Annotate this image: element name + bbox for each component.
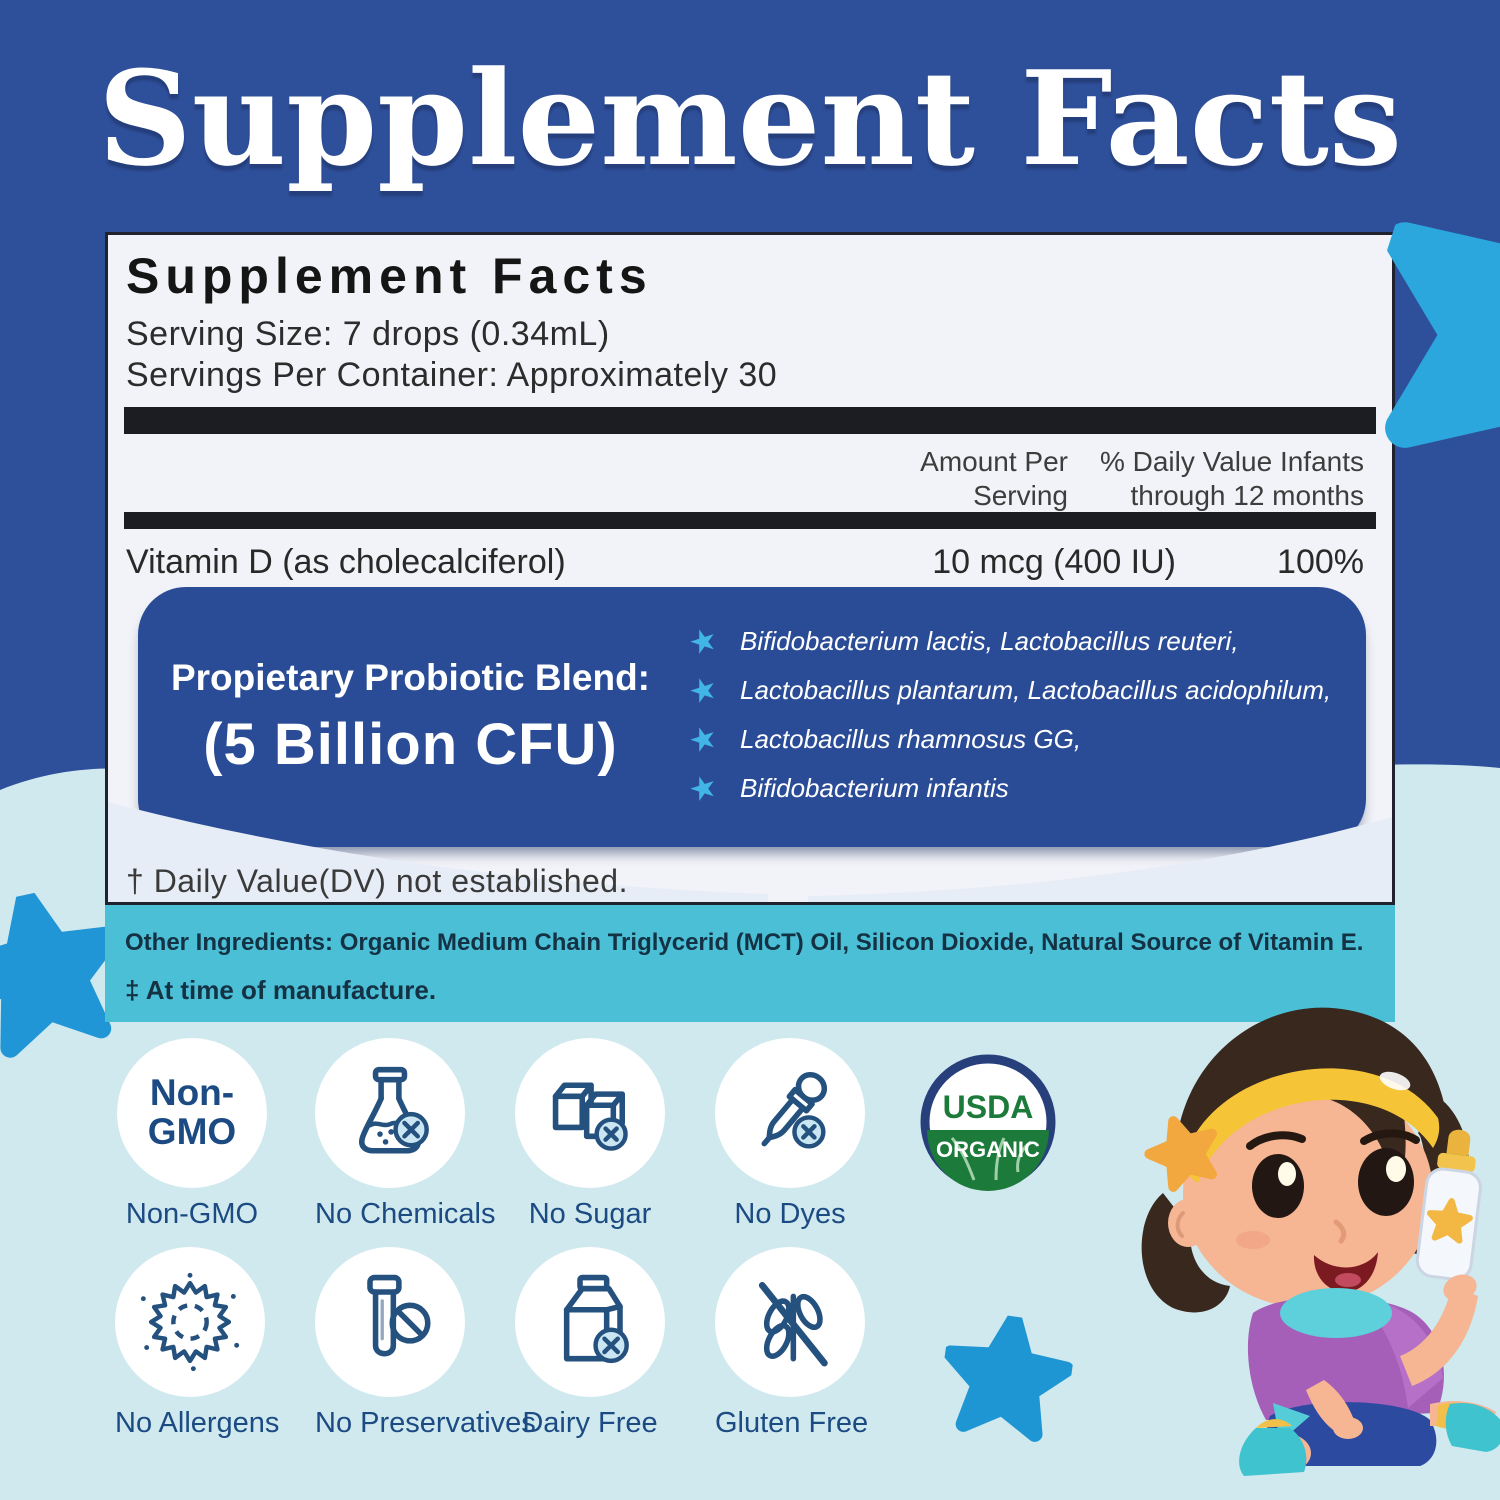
panel-title: Supplement Facts xyxy=(126,248,653,304)
badge-label: Non-GMO xyxy=(125,1198,259,1230)
strain-text: Lactobacillus plantarum, Lactobacillus a… xyxy=(740,674,1332,705)
organic-text: ORGANIC xyxy=(936,1137,1040,1162)
star-bullet-icon: ★ xyxy=(683,668,723,712)
milk-carton-icon xyxy=(515,1247,665,1397)
decorative-star-bottom xyxy=(943,1311,1075,1442)
list-item: ★ Bifidobacterium infantis xyxy=(684,766,1331,809)
list-item: ★ Lactobacillus plantarum, Lactobacillus… xyxy=(684,668,1332,711)
strain-text: Lactobacillus rhamnosus GG, xyxy=(740,723,1082,754)
column-header-amount-line2: Serving xyxy=(973,479,1068,511)
probiotic-blend-heading: Propietary Probiotic Blend: (5 Billion C… xyxy=(138,587,683,847)
wheat-slash-icon xyxy=(715,1247,865,1397)
table-divider-thick xyxy=(124,407,1376,434)
list-item: ★ Lactobacillus rhamnosus GG, xyxy=(684,717,1331,760)
badge-label: No Preservatives xyxy=(315,1407,536,1439)
decorative-star-top-right xyxy=(1385,164,1500,506)
column-header-amount: Amount Per Serving xyxy=(920,445,1068,512)
manufacture-note: ‡ At time of manufacture. xyxy=(125,975,437,1005)
supplement-facts-panel: Supplement Facts Serving Size: 7 drops (… xyxy=(105,232,1395,905)
badge-dairy-free: Dairy Free xyxy=(515,1247,665,1440)
nutrient-daily-value: 100% xyxy=(1277,543,1364,581)
column-header-dv-line2: through 12 months xyxy=(1130,479,1365,511)
non-gmo-inner-line1: Non- xyxy=(149,1072,235,1114)
serving-size: Serving Size: 7 drops (0.34mL) xyxy=(126,315,610,353)
badge-label: No Sugar xyxy=(528,1198,652,1230)
badge-non-gmo: Non- GMO Non-GMO xyxy=(117,1038,267,1231)
star-bullet-icon: ★ xyxy=(683,717,723,761)
blend-cfu: (5 Billion CFU) xyxy=(203,711,618,777)
flask-icon xyxy=(315,1038,465,1188)
blend-title: Propietary Probiotic Blend: xyxy=(170,656,650,698)
column-header-dv-line1: % Daily Value Infants xyxy=(1099,446,1364,477)
star-bullet-icon: ★ xyxy=(683,619,723,663)
badge-gluten-free: Gluten Free xyxy=(715,1247,869,1440)
sugar-cubes-icon xyxy=(515,1038,665,1188)
decorative-star-left xyxy=(0,888,121,1058)
column-header-daily-value: % Daily Value Infants through 12 months xyxy=(1100,445,1364,512)
strain-text: Bifidobacterium infantis xyxy=(740,772,1009,803)
badge-label: No Chemicals xyxy=(315,1198,496,1230)
badge-label: Gluten Free xyxy=(715,1407,869,1439)
strain-text: Bifidobacterium lactis, Lactobacillus re… xyxy=(740,625,1239,656)
test-tube-icon xyxy=(315,1247,465,1397)
daily-value-footnote: † Daily Value(DV) not established. xyxy=(126,863,628,899)
nutrient-name: Vitamin D (as cholecalciferol) xyxy=(126,543,566,581)
servings-per-container: Servings Per Container: Approximately 30 xyxy=(126,356,778,394)
list-item: ★ Bifidobacterium lactis, Lactobacillus … xyxy=(684,619,1331,662)
nutrient-amount: 10 mcg (400 IU) xyxy=(932,543,1176,581)
badge-no-allergens: No Allergens xyxy=(115,1247,280,1440)
allergen-burst-icon xyxy=(115,1247,265,1397)
non-gmo-text-badge: Non- GMO xyxy=(117,1038,267,1188)
non-gmo-inner-line2: GMO xyxy=(147,1111,237,1152)
baby-illustration xyxy=(1141,1007,1500,1476)
column-header-amount-line1: Amount Per xyxy=(920,446,1068,477)
badge-label: Dairy Free xyxy=(522,1407,658,1439)
badge-label: No Allergens xyxy=(115,1407,280,1439)
panel-inner-wave xyxy=(108,802,1392,902)
usda-organic-badge: USDA ORGANIC xyxy=(920,1054,1056,1191)
probiotic-strain-list: ★ Bifidobacterium lactis, Lactobacillus … xyxy=(684,619,1332,817)
page-title: Supplement Facts xyxy=(97,42,1403,195)
dropper-icon xyxy=(715,1038,865,1188)
other-ingredients-text: Other Ingredients: Organic Medium Chain … xyxy=(125,929,1364,956)
badge-no-chemicals: No Chemicals xyxy=(315,1038,496,1231)
usda-text: USDA xyxy=(943,1089,1034,1125)
other-ingredients-band: Other Ingredients: Organic Medium Chain … xyxy=(105,905,1395,1022)
badge-no-preservatives: No Preservatives xyxy=(315,1247,536,1440)
table-divider-thin xyxy=(124,512,1376,529)
badge-no-dyes: No Dyes xyxy=(715,1038,865,1231)
badge-label: No Dyes xyxy=(734,1198,846,1230)
badge-no-sugar: No Sugar xyxy=(515,1038,665,1231)
probiotic-blend-box: Propietary Probiotic Blend: (5 Billion C… xyxy=(138,587,1366,847)
